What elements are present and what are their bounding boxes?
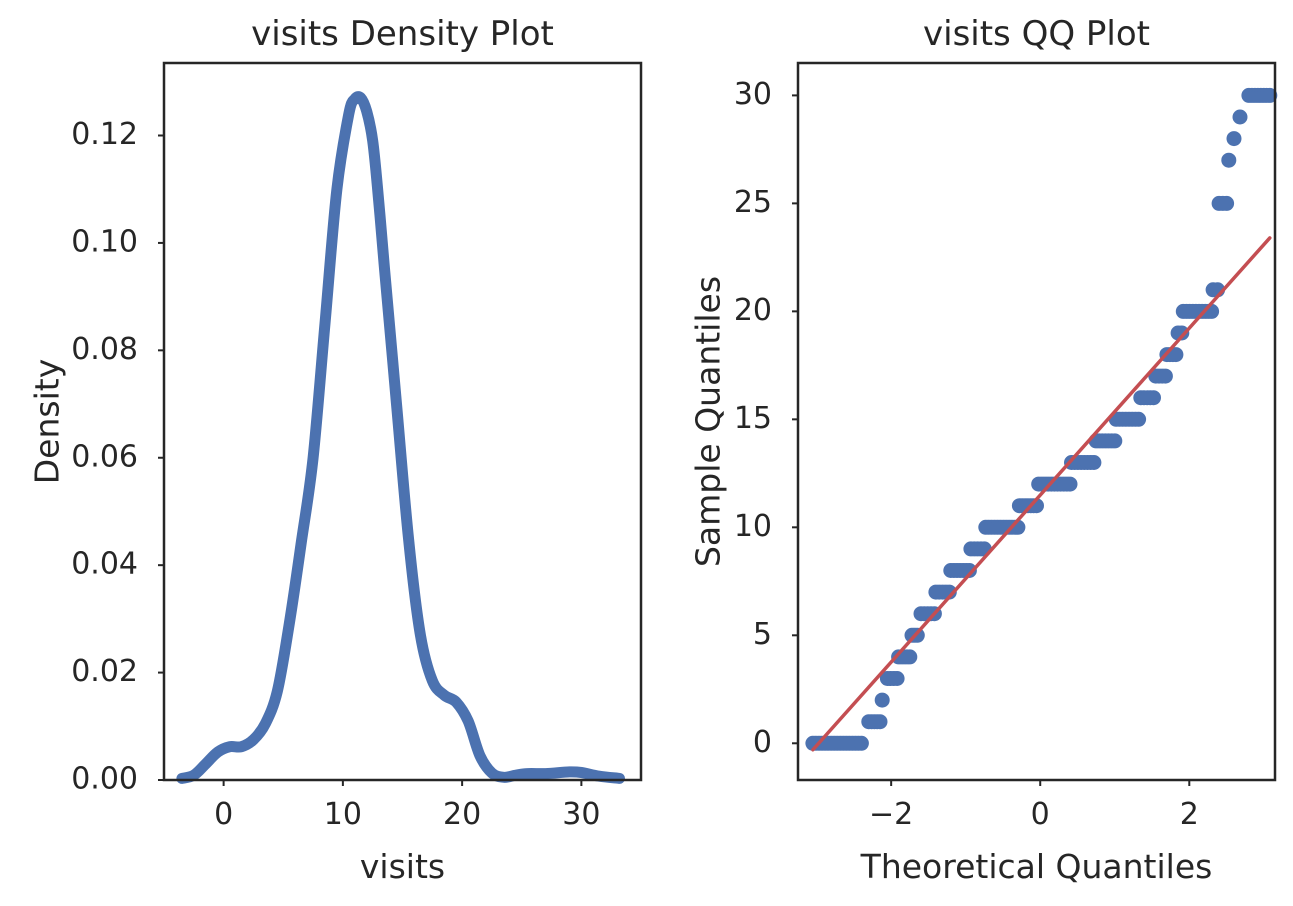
density-x-tick-label: 0 [214, 797, 233, 832]
density-y-tick-label: 0.06 [71, 439, 138, 474]
qq-point [1131, 411, 1147, 427]
qq-y-tick-label: 10 [734, 509, 772, 544]
qq-point [872, 714, 888, 730]
qq-plot-panel: visits QQ Plot 0 5 10 15 20 25 30 −2 0 2 Theoret… [689, 14, 1278, 886]
qq-x-ticks: −2 0 2 [869, 780, 1199, 832]
qq-y-tick-label: 15 [734, 401, 772, 436]
qq-point [1086, 455, 1102, 470]
qq-point [1157, 368, 1173, 384]
qq-y-ticks: 0 5 10 15 20 25 30 [734, 77, 798, 760]
qq-plot-title: visits QQ Plot [923, 14, 1150, 54]
qq-y-tick-label: 30 [734, 77, 772, 112]
density-x-ticks: 0 10 20 30 [214, 780, 600, 832]
qq-plot-area [805, 87, 1278, 752]
density-y-tick-label: 0.00 [71, 762, 138, 797]
qq-point [902, 649, 918, 665]
qq-point [853, 735, 869, 751]
qq-point [1232, 109, 1248, 125]
qq-y-tick-label: 0 [753, 725, 772, 760]
qq-point [1062, 476, 1078, 492]
qq-point [1168, 347, 1184, 363]
qq-y-tick-label: 20 [734, 293, 772, 328]
density-y-axis-label: Density [28, 359, 67, 484]
density-x-axis-label: visits [360, 847, 445, 886]
qq-point [1146, 390, 1161, 406]
density-x-tick-label: 20 [443, 797, 481, 832]
density-y-tick-label: 0.04 [71, 547, 138, 582]
qq-plot-frame [796, 61, 1277, 782]
qq-x-tick-label: −2 [869, 797, 913, 832]
qq-point [1219, 195, 1235, 211]
qq-point [874, 692, 890, 708]
density-plot-area [176, 91, 625, 784]
density-y-tick-label: 0.10 [71, 224, 138, 259]
qq-point [1107, 433, 1123, 449]
density-x-tick-label: 10 [324, 797, 362, 832]
qq-x-axis-label: Theoretical Quantiles [860, 847, 1213, 886]
density-plot-panel: visits Density Plot 0.00 0.02 0.04 0.06 0.08… [28, 14, 643, 886]
qq-point [1226, 131, 1242, 147]
qq-point [1174, 325, 1190, 341]
qq-y-tick-label: 5 [753, 617, 772, 652]
density-y-ticks: 0.00 0.02 0.04 0.06 0.08 0.10 0.12 [71, 117, 164, 797]
qq-point [941, 584, 957, 600]
qq-point [889, 671, 905, 686]
density-y-tick-label: 0.08 [71, 332, 138, 367]
density-plot-title: visits Density Plot [251, 14, 554, 54]
qq-x-tick-label: 0 [1031, 797, 1050, 832]
density-curve [176, 91, 625, 784]
density-plot-frame [162, 61, 643, 782]
qq-point [1262, 87, 1278, 103]
qq-x-tick-label: 2 [1180, 797, 1199, 832]
qq-reference-line [811, 236, 1272, 752]
density-y-tick-label: 0.02 [71, 654, 138, 689]
qq-point [1221, 152, 1237, 168]
qq-y-tick-label: 25 [734, 185, 772, 220]
density-y-tick-label: 0.12 [71, 117, 138, 152]
density-x-tick-label: 30 [562, 797, 600, 832]
qq-y-axis-label: Sample Quantiles [689, 276, 728, 567]
qq-point [961, 563, 977, 578]
